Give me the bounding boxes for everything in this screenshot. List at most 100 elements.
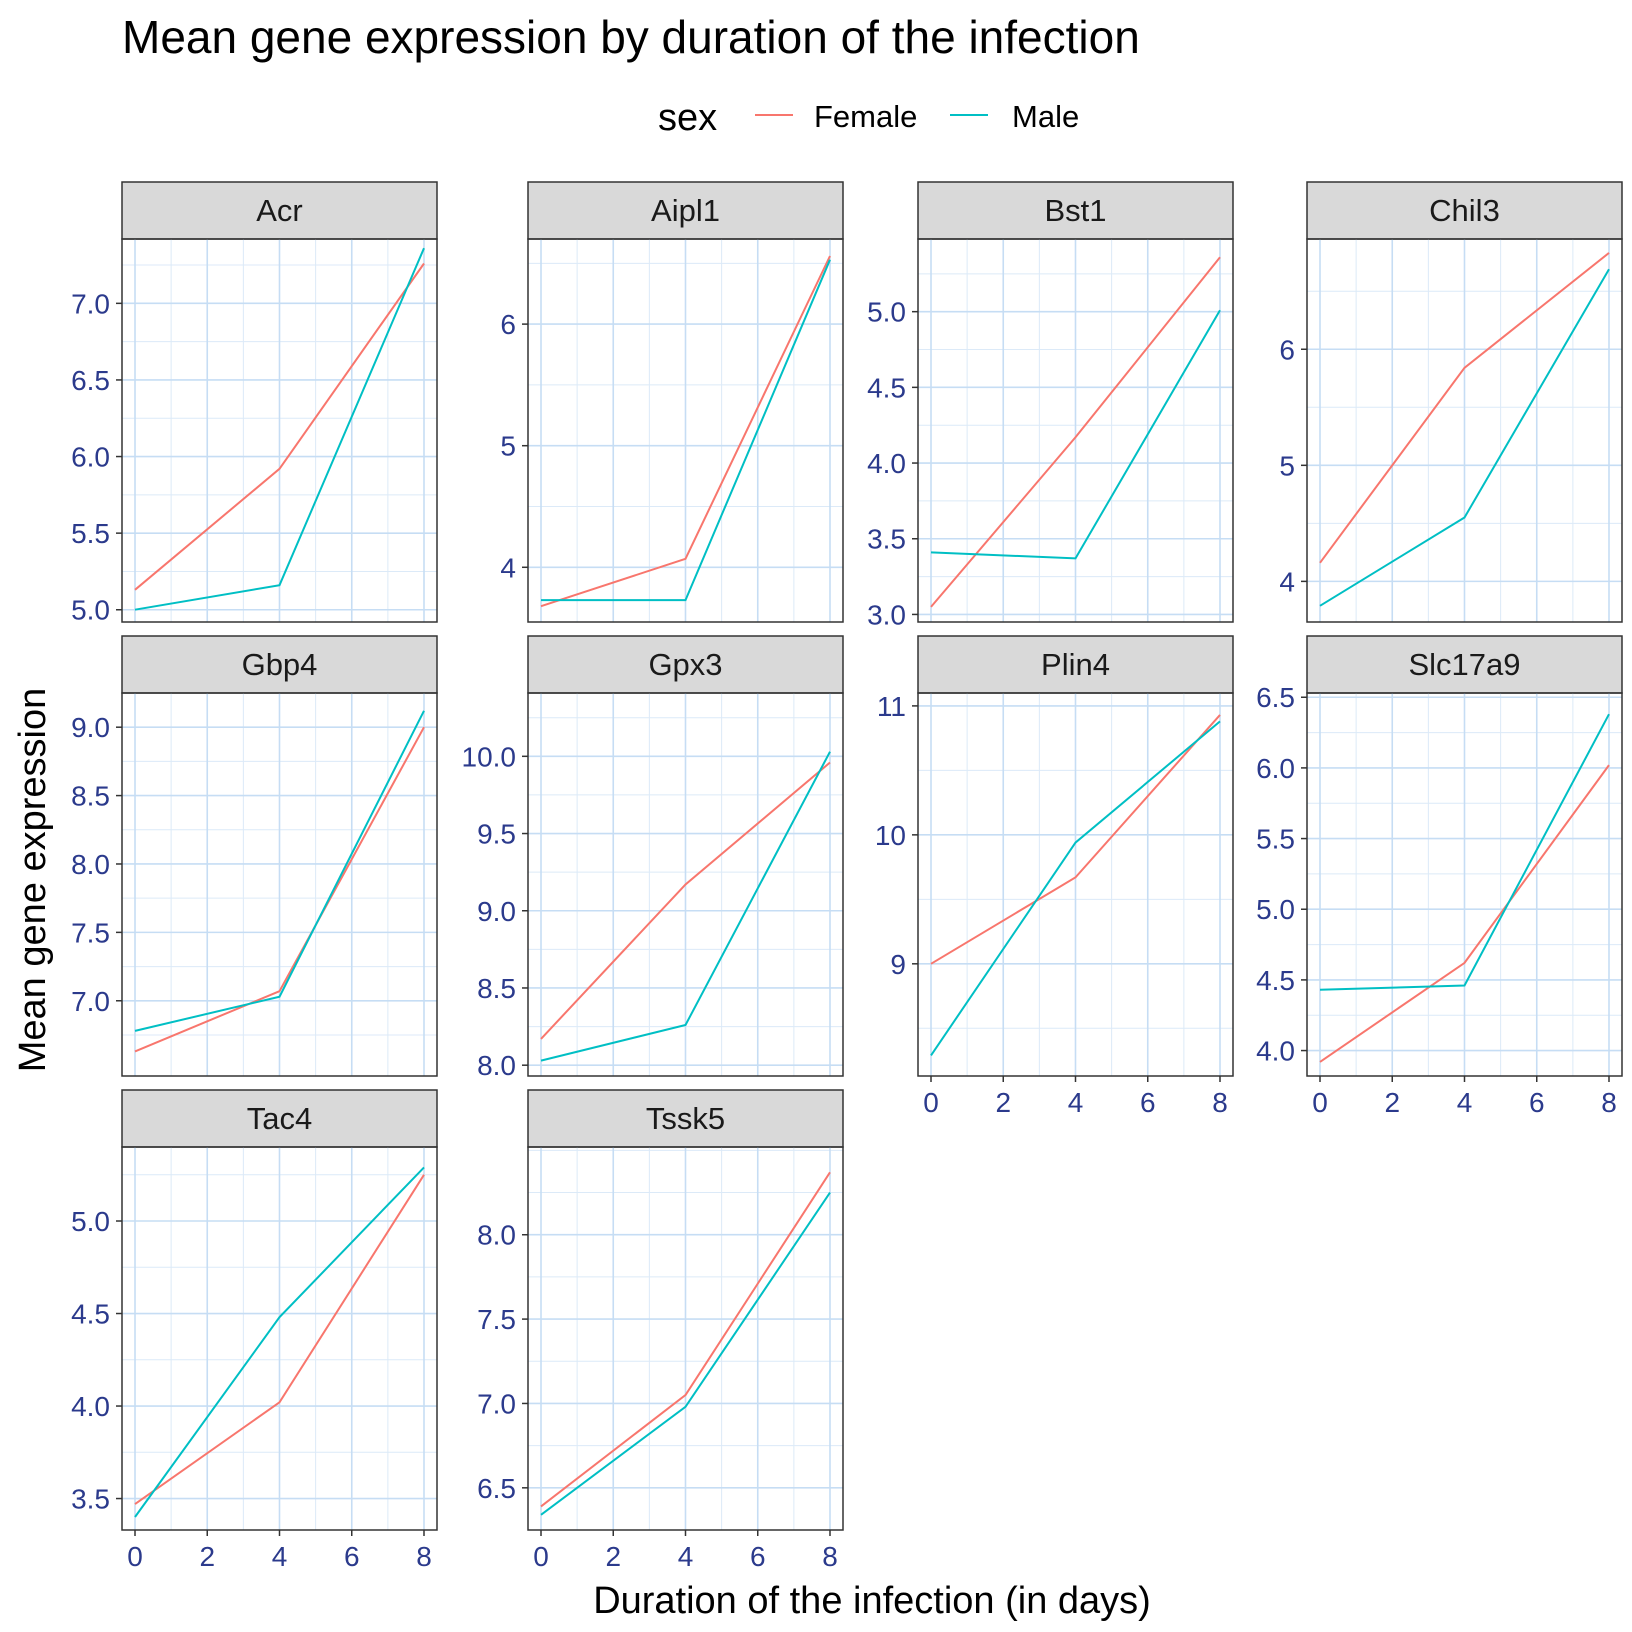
- panel-title: Tac4: [247, 1101, 312, 1136]
- y-tick-label: 4: [1279, 566, 1295, 597]
- panel-strip: [527, 181, 844, 240]
- legend: sex Female Male: [658, 97, 1079, 139]
- y-tick-label: 5.0: [867, 297, 906, 328]
- series-line-female: [1319, 252, 1610, 564]
- y-tick-label: 3.5: [71, 1484, 110, 1515]
- panel-strip: [121, 635, 438, 694]
- series-line-male: [134, 247, 425, 611]
- x-tick-label: 0: [923, 1087, 939, 1118]
- x-tick-label: 6: [344, 1541, 360, 1572]
- y-tick-label: 5.0: [71, 1206, 110, 1237]
- series-line-male: [930, 309, 1221, 560]
- panel-bst1: Bst1 3.0 3.5 4.0 4.5 5.0: [867, 181, 1234, 630]
- series-line-female: [540, 761, 831, 1040]
- y-tick-label: 7.5: [71, 917, 110, 948]
- series-line-female: [134, 726, 425, 1053]
- panel-border: [917, 238, 1234, 623]
- x-tick-label: 4: [272, 1541, 288, 1572]
- panel-slc17a9: Slc17a9 4.0 4.5 5.0 5.5 6.0 6.5 0 2 4 6 8: [1256, 635, 1623, 1118]
- x-tick-label: 6: [1140, 1087, 1156, 1118]
- x-tick-label: 0: [1312, 1087, 1328, 1118]
- panel-gbp4: Gbp4 7.0 7.5 8.0 8.5 9.0: [71, 635, 438, 1077]
- y-tick-label: 11: [877, 691, 906, 722]
- panel-title: Slc17a9: [1408, 647, 1520, 682]
- y-tick-label: 8.0: [71, 849, 110, 880]
- series-line-female: [930, 714, 1221, 965]
- panel-border: [121, 692, 438, 1077]
- y-tick-label: 4.0: [867, 448, 906, 479]
- y-tick-label: 4.0: [71, 1391, 110, 1422]
- series-line-female: [1319, 764, 1610, 1063]
- series-line-male: [1319, 268, 1610, 607]
- panel-border: [527, 692, 844, 1077]
- y-tick-label: 8.0: [477, 1220, 516, 1251]
- y-tick-label: 6.0: [1256, 753, 1295, 784]
- y-tick-label: 3.5: [867, 524, 906, 555]
- panel-strip: [1306, 635, 1623, 694]
- y-tick-label: 6.0: [71, 442, 110, 473]
- y-tick-label: 8.5: [477, 973, 516, 1004]
- panel-gpx3: Gpx3 8.0 8.5 9.0 9.5 10.0: [462, 635, 844, 1081]
- x-tick-label: 8: [822, 1541, 838, 1572]
- y-tick-label: 9.0: [477, 896, 516, 927]
- series-line-female: [540, 255, 831, 608]
- panel-aipl1: Aipl1 4 5 6: [500, 181, 844, 623]
- x-tick-label: 8: [416, 1541, 432, 1572]
- x-tick-label: 0: [127, 1541, 143, 1572]
- series-line-male: [134, 710, 425, 1032]
- x-tick-label: 2: [995, 1087, 1011, 1118]
- panel-tac4: Tac4 3.5 4.0 4.5 5.0 0 2 4 6 8: [71, 1089, 438, 1572]
- y-tick-label: 7.0: [477, 1388, 516, 1419]
- x-tick-label: 6: [750, 1541, 766, 1572]
- chart-title: Mean gene expression by duration of the …: [122, 11, 1140, 63]
- series-line-female: [134, 1174, 425, 1505]
- y-tick-label: 4: [500, 552, 516, 583]
- y-tick-label: 6: [500, 309, 516, 340]
- panel-strip: [917, 181, 1234, 240]
- y-tick-label: 6.5: [71, 365, 110, 396]
- y-tick-label: 4.5: [71, 1299, 110, 1330]
- panel-strip: [917, 635, 1234, 694]
- panel-title: Plin4: [1041, 647, 1110, 682]
- x-tick-label: 4: [678, 1541, 694, 1572]
- y-tick-label: 5.0: [1256, 894, 1295, 925]
- x-tick-label: 2: [199, 1541, 215, 1572]
- x-tick-label: 4: [1457, 1087, 1473, 1118]
- x-tick-label: 4: [1068, 1087, 1084, 1118]
- y-tick-label: 8.5: [71, 781, 110, 812]
- panel-title: Aipl1: [651, 193, 720, 228]
- panel-title: Bst1: [1044, 193, 1106, 228]
- y-tick-label: 5.5: [71, 518, 110, 549]
- series-line-male: [134, 1166, 425, 1518]
- y-tick-label: 9.0: [71, 712, 110, 743]
- y-tick-label: 10: [875, 820, 906, 851]
- x-tick-label: 2: [1384, 1087, 1400, 1118]
- series-line-female: [134, 262, 425, 591]
- panel-border: [121, 238, 438, 623]
- legend-label-female: Female: [814, 99, 917, 134]
- y-tick-label: 3.0: [867, 599, 906, 630]
- panel-title: Acr: [256, 193, 303, 228]
- panel-title: Gbp4: [242, 647, 318, 682]
- series-line-female: [540, 1171, 831, 1508]
- panel-strip: [527, 1089, 844, 1148]
- y-tick-label: 4.5: [867, 372, 906, 403]
- panel-strip: [1306, 181, 1623, 240]
- panel-border: [527, 238, 844, 623]
- legend-label-male: Male: [1012, 99, 1079, 134]
- panel-title: Tssk5: [646, 1101, 725, 1136]
- y-tick-label: 10.0: [462, 741, 517, 772]
- legend-title: sex: [658, 97, 717, 139]
- y-tick-label: 5: [500, 431, 516, 462]
- panel-tssk5: Tssk5 6.5 7.0 7.5 8.0 0 2 4 6 8: [477, 1089, 844, 1572]
- y-axis-label: Mean gene expression: [12, 688, 54, 1072]
- x-tick-label: 8: [1212, 1087, 1228, 1118]
- series-line-male: [1319, 713, 1610, 991]
- x-axis-label: Duration of the infection (in days): [593, 1580, 1151, 1622]
- panel-chil3: Chil3 4 5 6: [1279, 181, 1623, 623]
- y-tick-label: 7.0: [71, 986, 110, 1017]
- y-tick-label: 9: [890, 949, 906, 980]
- panel-strip: [121, 181, 438, 240]
- y-tick-label: 6: [1279, 334, 1295, 365]
